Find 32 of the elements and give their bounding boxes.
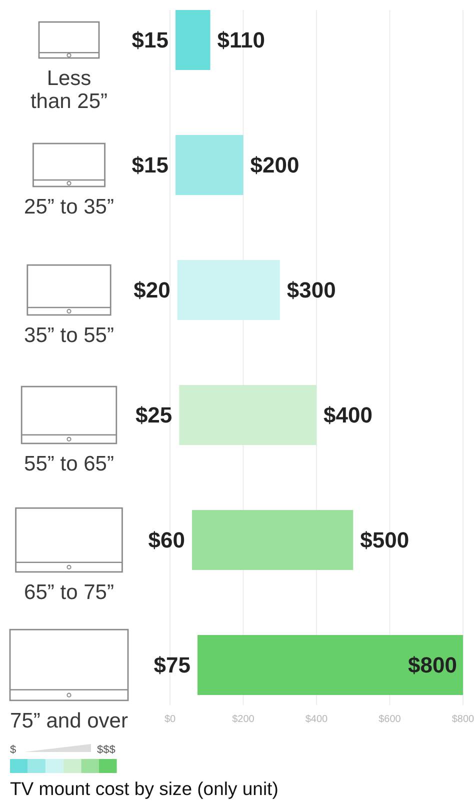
annotation: $25 xyxy=(135,402,172,428)
x-tick-label: $600 xyxy=(378,714,402,725)
bar xyxy=(175,10,210,70)
y-tick-label: 65” to 75” xyxy=(24,580,114,604)
annotation: $75 xyxy=(154,652,190,678)
annotation: $300 xyxy=(286,278,336,303)
x-tick-label: $0 xyxy=(164,714,176,725)
y-tick-label: 25” to 35” xyxy=(24,195,114,218)
bar xyxy=(179,385,316,445)
x-tick-label: $200 xyxy=(232,714,255,725)
y-tick-label: 55” to 65” xyxy=(24,452,114,476)
annotation: $500 xyxy=(360,528,410,553)
x-tick-label: $800 xyxy=(452,714,474,725)
text: $15 xyxy=(132,152,168,178)
annotation: $200 xyxy=(250,152,300,178)
y-tick-label: 35” to 55” xyxy=(24,324,114,347)
bar xyxy=(175,135,244,195)
annotation: $400 xyxy=(324,402,372,428)
annotation: $20 xyxy=(134,278,170,303)
annotation: $800 xyxy=(408,652,457,678)
y-tick-label: Less than 25” xyxy=(30,67,108,113)
y-tick-label: 75” and over xyxy=(10,709,128,732)
text: $ xyxy=(10,744,16,756)
text: $$$ xyxy=(97,744,116,756)
bar xyxy=(197,635,463,695)
text: $15 xyxy=(132,28,168,53)
x-tick-label: $400 xyxy=(305,714,328,725)
bar xyxy=(177,260,280,320)
text: TV mount cost by size (only unit) xyxy=(10,778,278,799)
annotation: $60 xyxy=(148,528,185,553)
annotation: $110 xyxy=(217,28,266,53)
bar xyxy=(192,510,354,570)
